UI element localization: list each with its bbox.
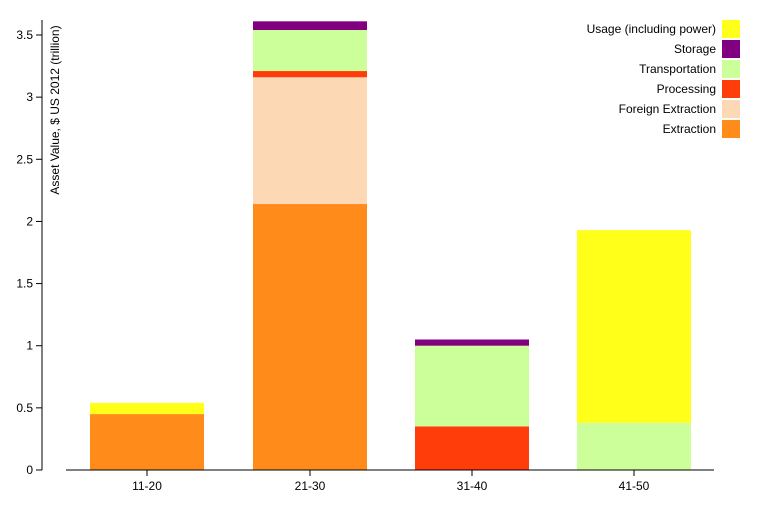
legend-label: Usage (including power)	[587, 22, 716, 36]
y-tick-label: 1.5	[16, 277, 33, 291]
legend-label: Transportation	[639, 62, 716, 76]
legend-swatch	[722, 60, 740, 78]
bar-segment-transportation-41-50	[577, 422, 691, 470]
y-tick-label: 0.5	[16, 401, 33, 415]
legend-label: Processing	[657, 82, 716, 96]
legend: Usage (including power) Storage Transporta…	[587, 20, 740, 138]
bar-segment-foreign-extraction-21-30	[253, 77, 367, 205]
y-tick-label: 3.5	[16, 28, 33, 42]
legend-swatch	[722, 40, 740, 58]
y-tick-label: 2	[26, 214, 33, 228]
y-axis: 0 0.5 1 1.5 2 2.5 3 3.5	[16, 20, 43, 477]
bar-segment-transportation-31-40	[415, 345, 529, 427]
x-axis: 11-20 21-30 31-40 41-50	[66, 469, 714, 493]
x-tick-label: 41-50	[619, 479, 650, 493]
y-tick-label: 1	[26, 339, 33, 353]
y-tick-label: 3	[26, 90, 33, 104]
y-tick-label: 0	[26, 463, 33, 477]
bars-layer	[90, 21, 691, 470]
bar-segment-storage-21-30	[253, 21, 367, 31]
legend-swatch	[722, 100, 740, 118]
bar-segment-transportation-21-30	[253, 30, 367, 72]
x-tick-label: 11-20	[132, 479, 162, 493]
legend-label: Foreign Extraction	[619, 102, 716, 116]
legend-swatch	[722, 80, 740, 98]
x-tick-label: 21-30	[295, 479, 326, 493]
bar-segment-extraction-11-20	[90, 414, 204, 470]
bar-segment-storage-31-40	[415, 339, 529, 346]
bar-segment-extraction-21-30	[253, 204, 367, 470]
bar-segment-usage-including-power-41-50	[577, 230, 691, 423]
y-axis-title: Asset Value, $ US 2012 (trillion)	[48, 25, 62, 194]
legend-swatch	[722, 120, 740, 138]
bar-segment-usage-including-power-11-20	[90, 402, 204, 415]
legend-label: Extraction	[663, 122, 716, 136]
y-tick-label: 2.5	[16, 152, 33, 166]
legend-swatch	[722, 20, 740, 38]
bar-segment-processing-31-40	[415, 426, 529, 470]
bar-segment-processing-21-30	[253, 71, 367, 78]
x-tick-label: 31-40	[457, 479, 488, 493]
legend-label: Storage	[674, 42, 716, 56]
